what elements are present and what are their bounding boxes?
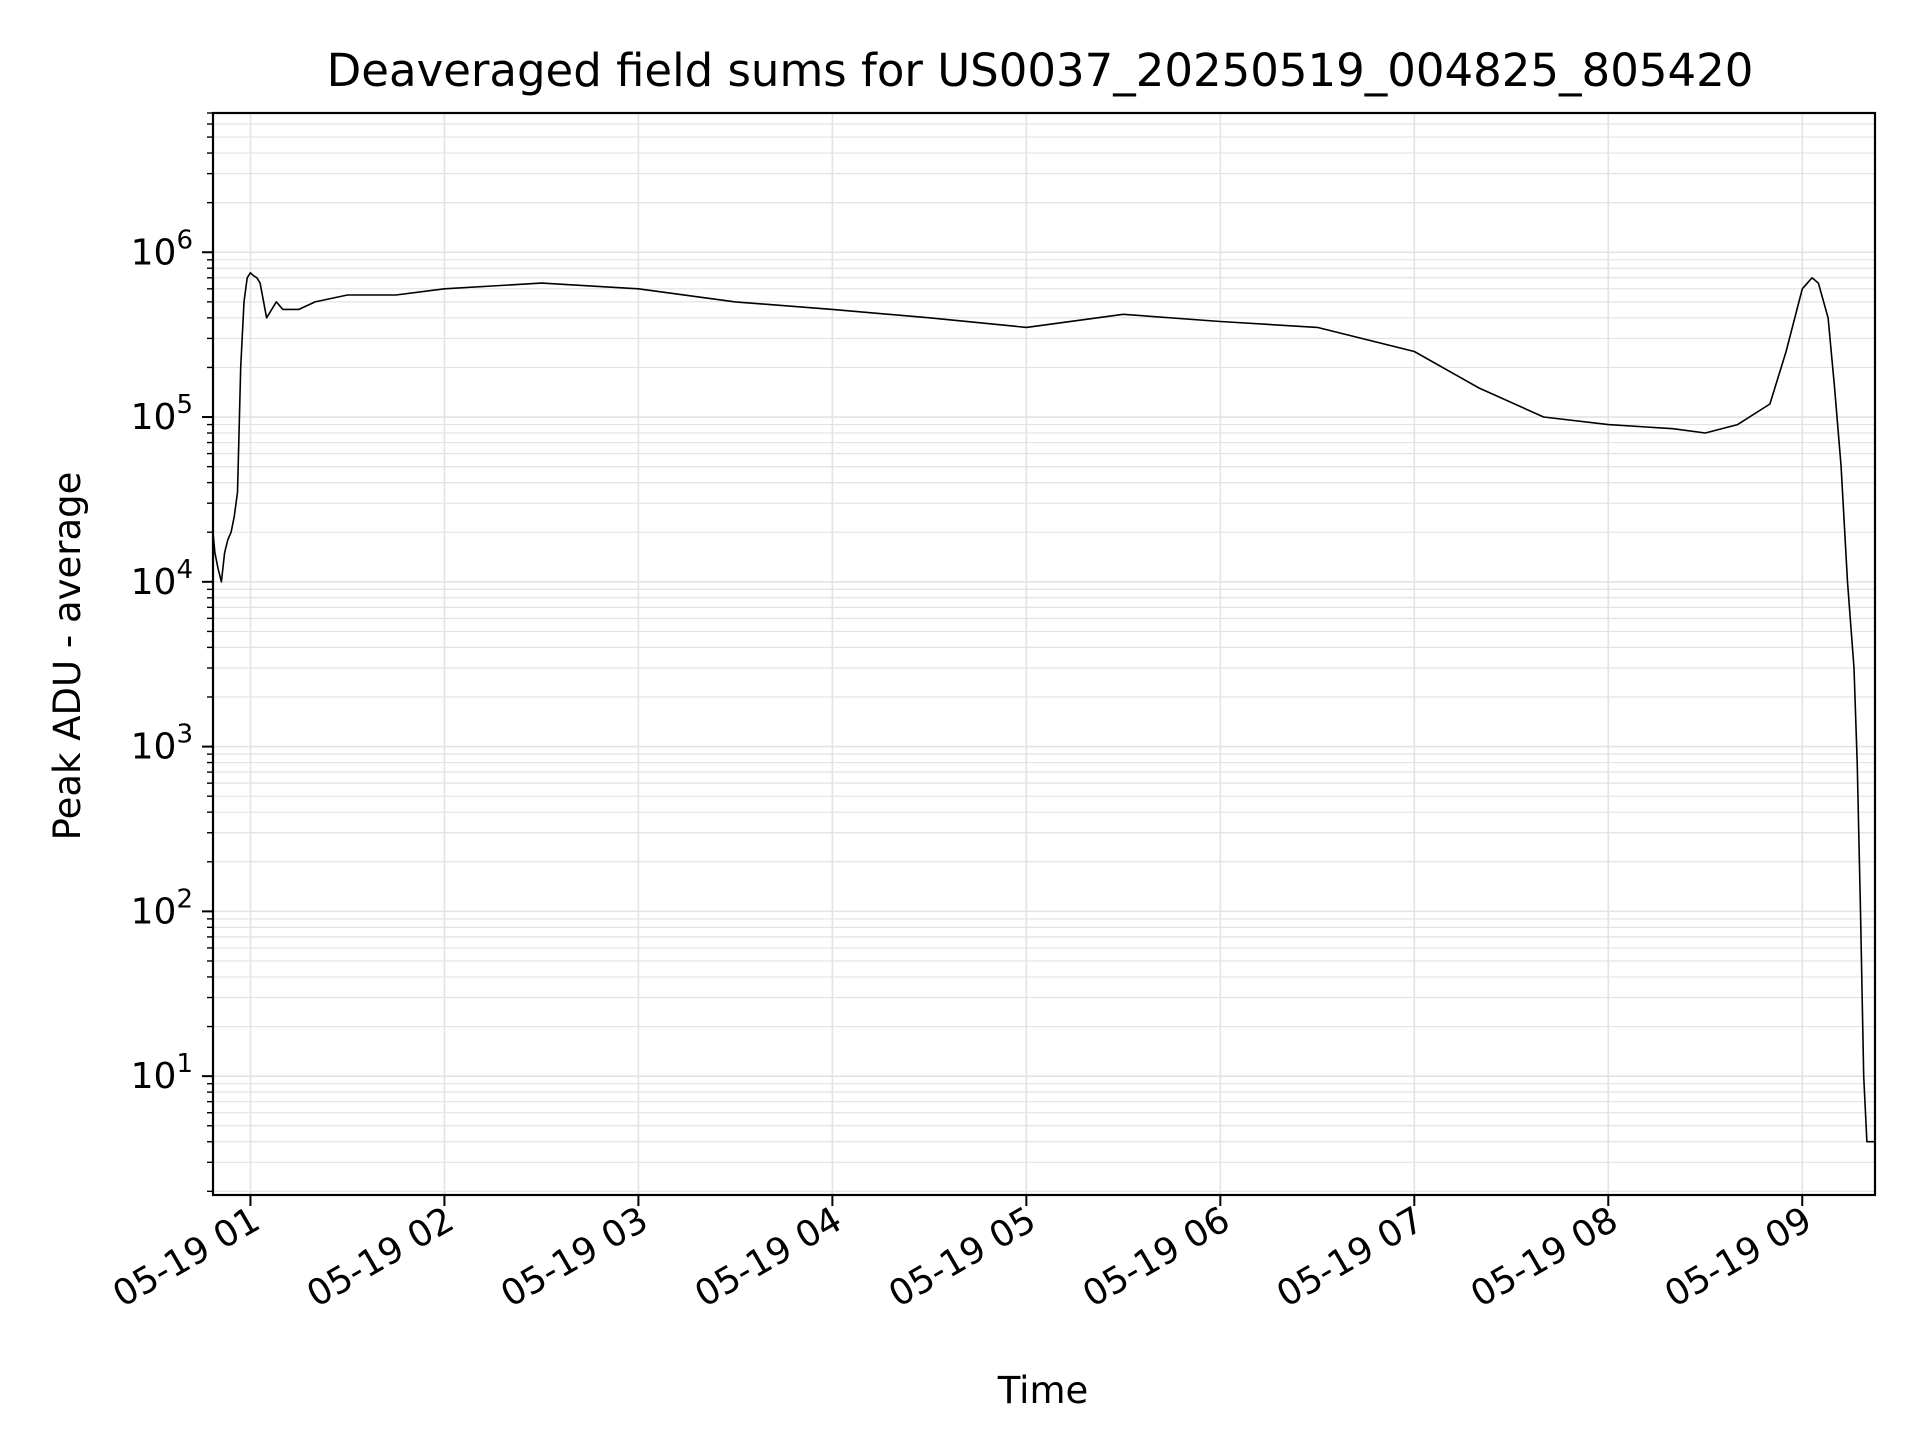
x-axis: 05-19 01 05-19 02 05-19 03 05-19 04 05-19 05…: [106, 1195, 1819, 1316]
x-tick-label: 05-19 03: [494, 1199, 655, 1315]
y-tick-label: 101: [131, 1049, 193, 1097]
x-tick-label: 05-19 04: [688, 1199, 849, 1315]
x-tick-label: 05-19 05: [882, 1199, 1043, 1315]
x-tick-label: 05-19 01: [106, 1199, 267, 1315]
x-tick-label: 05-19 09: [1658, 1199, 1819, 1315]
y-tick-label: 103: [131, 720, 193, 768]
x-tick-label: 05-19 02: [300, 1199, 461, 1315]
x-axis-label: Time: [997, 1369, 1089, 1412]
y-axis: 101 102 103 104 105 106: [131, 112, 213, 1193]
y-tick-label: 102: [131, 884, 193, 932]
grid: [213, 112, 1875, 1195]
x-tick-label: 05-19 08: [1464, 1199, 1625, 1315]
x-tick-label: 05-19 06: [1076, 1199, 1237, 1315]
y-axis-label: Peak ADU - average: [46, 472, 89, 841]
plot-area: [211, 111, 1877, 1197]
y-tick-label: 105: [131, 390, 193, 438]
series-line-layer: [212, 271, 1875, 1143]
y-tick-label: 104: [131, 555, 193, 603]
x-tick-label: 05-19 07: [1270, 1199, 1431, 1315]
y-tick-label: 106: [131, 225, 193, 273]
chart-title: Deaveraged field sums for US0037_2025051…: [327, 44, 1754, 97]
series-line: [212, 271, 1875, 1143]
